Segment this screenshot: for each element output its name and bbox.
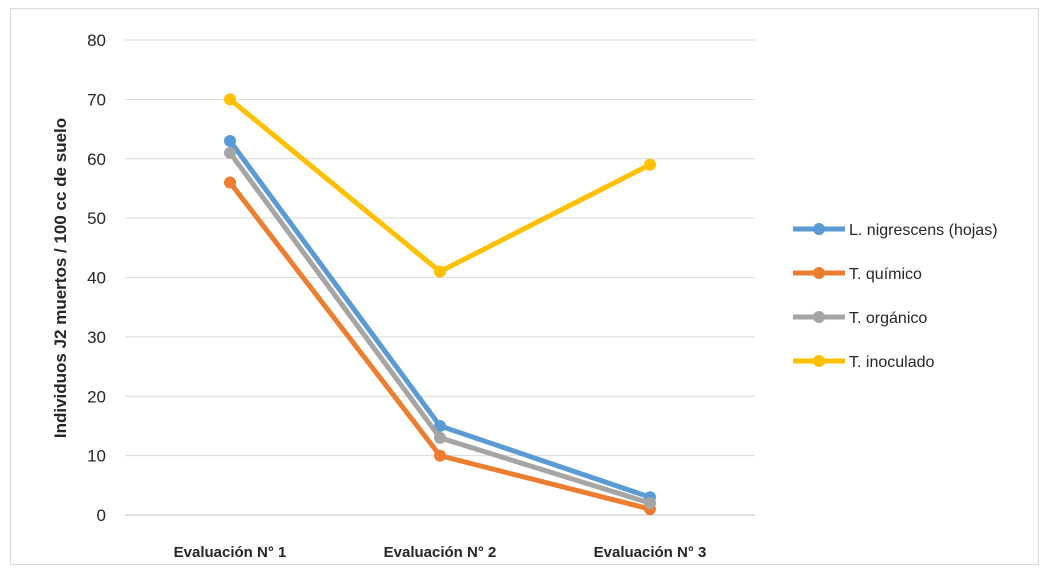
chart-frame [10,8,1039,565]
y-axis-ticks: 0 10 20 30 40 50 60 70 80 [87,31,106,525]
data-point [434,449,446,462]
y-tick-label: 0 [97,506,106,525]
data-point [224,93,236,106]
data-point [644,158,656,171]
series-2 [224,146,656,510]
x-tick-label: Evaluación N° 2 [384,544,497,561]
x-tick-label: Evaluación N° 3 [594,544,707,561]
y-tick-label: 30 [87,328,106,347]
series-1 [224,176,656,516]
legend-label: T. químico [849,266,922,283]
legend-item: T. orgánico [793,310,927,327]
data-point [224,134,236,147]
legend-swatch-marker [813,267,825,279]
data-point [224,146,236,159]
series-lines [224,93,656,516]
legend-label: T. orgánico [849,310,927,327]
x-tick-label: Evaluación N° 1 [174,544,287,561]
legend-swatch-marker [813,311,825,323]
series-0 [224,134,656,504]
data-point [434,265,446,278]
legend-item: L. nigrescens (hojas) [793,222,998,239]
y-tick-label: 70 [87,90,106,109]
y-tick-label: 80 [87,31,106,50]
y-tick-label: 10 [87,447,106,466]
legend-swatch-marker [813,223,825,235]
series-line [227,96,653,275]
x-axis-ticks: Evaluación N° 1 Evaluación N° 2 Evaluación… [174,544,707,561]
legend-item: T. químico [793,266,922,283]
y-tick-label: 20 [87,387,106,406]
series-3 [224,93,656,278]
legend-label: T. inoculado [849,354,934,371]
data-point [224,176,236,189]
data-point [434,419,446,432]
y-tick-label: 60 [87,150,106,169]
data-point [644,497,656,510]
y-axis-label: Individuos J2 muertos / 100 cc de suelo [51,118,70,438]
legend: L. nigrescens (hojas) T. químico T. orgáni… [793,222,998,371]
data-point [434,431,446,444]
legend-label: L. nigrescens (hojas) [849,222,998,239]
legend-item: T. inoculado [793,354,934,371]
legend-swatch-marker [813,355,825,367]
y-tick-label: 50 [87,209,106,228]
y-tick-label: 40 [87,269,106,288]
